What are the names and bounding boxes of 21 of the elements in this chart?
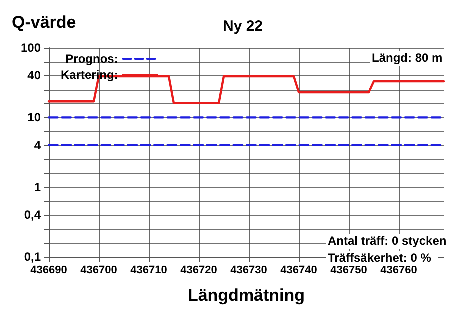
x-tick-label: 436760 xyxy=(380,264,418,276)
annotation: Längd: 80 m xyxy=(372,51,443,65)
y-tick-label: 40 xyxy=(28,68,42,83)
annotation: Träffsäkerhet: 0 % xyxy=(328,251,432,265)
y-tick-label: 100 xyxy=(20,41,42,55)
y-tick-label: 0,4 xyxy=(24,208,42,222)
x-tick-label: 436710 xyxy=(130,264,168,276)
y-tick-label: 4 xyxy=(34,138,42,152)
annotation: Antal träff: 0 stycken xyxy=(328,234,447,248)
chart-title: Ny 22 xyxy=(222,18,264,35)
x-tick-label: 436690 xyxy=(30,264,68,276)
x-tick-label: 436700 xyxy=(80,264,118,276)
x-tick-label: 436730 xyxy=(230,264,268,276)
y-tick-label: 10 xyxy=(28,110,42,125)
x-tick-label: 436720 xyxy=(180,264,218,276)
x-tick-label: 436750 xyxy=(330,264,368,276)
y-tick-label: 1 xyxy=(34,180,42,194)
x-axis-title: Längdmätning xyxy=(188,286,306,305)
x-tick-label: 436740 xyxy=(280,264,318,276)
y-tick-label: 0,1 xyxy=(24,250,42,264)
y-axis-title: Q-värde xyxy=(12,13,76,32)
